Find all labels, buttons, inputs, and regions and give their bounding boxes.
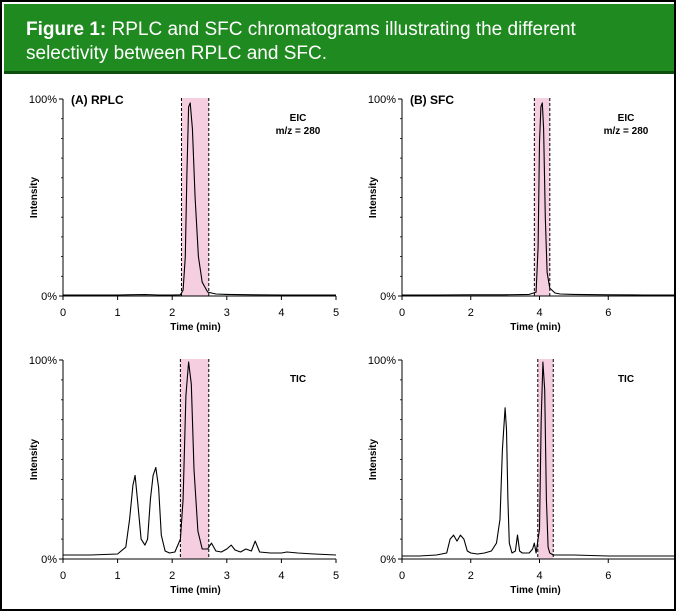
x-axis-title: Time (min) [510,322,560,333]
y-tick-label: 100% [29,94,57,106]
y-axis-title: Intensity [29,439,40,481]
trace-annotation: m/z = 280 [604,126,649,137]
chart-panel-sfc-eic: 0% 100% 0 2 4 6 8 Time (min) Intensity (B) SFC EIC… [368,93,676,333]
x-tick-label: 5 [333,307,339,319]
x-tick-label: 6 [605,307,611,319]
x-tick-label: 3 [224,307,230,319]
x-tick-label: 8 [674,307,676,319]
x-tick-label: 4 [536,307,542,319]
x-tick-label: 4 [536,570,542,582]
highlight-band [180,359,209,559]
x-tick-label: 2 [169,307,175,319]
x-axis-title: Time (min) [170,322,220,333]
x-tick-label: 4 [278,570,284,582]
x-axis-title: Time (min) [510,585,560,596]
y-axis-title: Intensity [368,439,379,481]
x-tick-label: 0 [60,307,66,319]
highlight-band [534,98,550,296]
trace-annotation: TIC [290,374,306,385]
x-tick-label: 5 [333,570,339,582]
x-tick-label: 8 [674,570,676,582]
figure-header: Figure 1: RPLC and SFC chromatograms ill… [4,4,674,74]
y-tick-label: 0% [41,291,57,303]
y-tick-label: 100% [368,355,396,367]
x-tick-label: 1 [115,570,121,582]
x-tick-label: 2 [468,307,474,319]
chromatogram-trace [63,102,336,296]
y-axis-title: Intensity [368,177,379,219]
chromatogram-trace [63,361,337,556]
x-tick-label: 6 [605,570,611,582]
trace-annotation: TIC [618,374,634,385]
trace-annotation: EIC [290,113,307,124]
x-tick-label: 3 [224,570,230,582]
figure-caption: Figure 1: RPLC and SFC chromatograms ill… [26,18,656,66]
trace-annotation: EIC [618,113,635,124]
x-tick-label: 2 [468,570,474,582]
y-tick-label: 0% [41,554,57,566]
panel-label: (A) RPLC [71,93,124,107]
figure-caption-text: RPLC and SFC chromatograms illustrating … [26,19,576,64]
chart-panel-rplc-tic: 0% 100% 0 1 2 3 4 5 Time (min) Intensity TIC [29,355,339,596]
panel-label: (B) SFC [410,93,454,107]
x-axis-title: Time (min) [170,585,220,596]
x-tick-label: 1 [115,307,121,319]
x-tick-label: 2 [169,570,175,582]
chart-panel-rplc-eic: 0% 100% 0 1 2 3 4 5 Time (min) Intensity (A) RPLC E… [29,93,339,333]
trace-annotation: m/z = 280 [276,126,321,137]
chart-panel-sfc-tic: 0% 100% 0 2 4 6 8 Time (min) Intensity TIC [368,355,676,596]
y-tick-label: 100% [368,94,396,106]
y-tick-label: 0% [380,291,396,303]
y-axis-title: Intensity [29,177,40,219]
x-tick-label: 0 [399,307,405,319]
chromatogram-trace [402,102,676,296]
figure-label: Figure 1: [26,19,107,40]
x-tick-label: 0 [399,570,405,582]
x-tick-label: 0 [60,570,66,582]
y-tick-label: 0% [380,554,396,566]
chromatogram-trace [402,361,676,557]
y-tick-label: 100% [29,355,57,367]
x-tick-label: 4 [278,307,284,319]
